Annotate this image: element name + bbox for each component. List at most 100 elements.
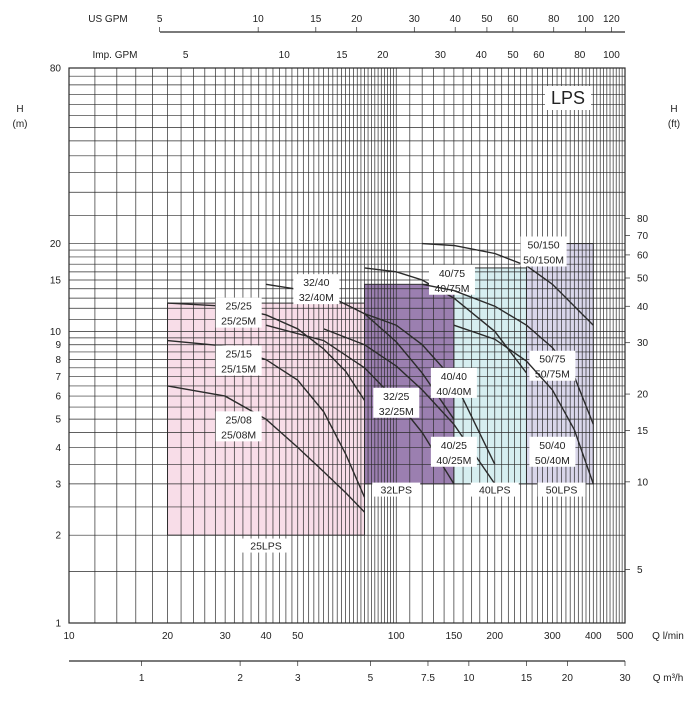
x-m3h-tick: 15 [521,673,533,684]
curve-label-50-150: 50/150 [528,239,560,251]
y-left-tick: 20 [50,239,62,250]
y-right-tick: 40 [637,302,649,313]
lps-badge-bg [545,86,591,110]
us-gpm-tick: 30 [409,14,421,25]
imp-gpm-tick: 20 [377,50,389,61]
us-gpm-tick: 60 [507,14,519,25]
imp-gpm-tick: 40 [476,50,488,61]
curve-40-40 [364,313,496,465]
imp-gpm-tick: 15 [336,50,348,61]
x-lmin-tick: 300 [544,631,561,642]
x-m3h-tick: 2 [237,673,243,684]
curve-label-bg [215,297,262,328]
curve-label-25-15m: 25/15M [221,364,256,376]
curve-label-25-25m: 25/25M [221,316,256,328]
us-gpm-tick: 20 [351,14,363,25]
region-label-bg [372,482,421,497]
lps-badge: LPS [551,88,585,108]
curve-label-32-40m: 32/40M [299,292,334,304]
curve-label-40-75m: 40/75M [434,283,469,295]
imp-gpm-tick: 30 [435,50,447,61]
x-lmin-label: Q l/min [652,631,684,642]
curve-40-25 [323,328,496,485]
y-right-tick: 15 [637,426,649,437]
imp-gpm-tick: 80 [574,50,586,61]
y-right-tick: 5 [637,565,643,576]
region-label-bg [242,538,291,553]
curve-label-40-40m: 40/40M [436,386,471,398]
y-left-tick: 10 [50,327,62,338]
y-left-tick: 8 [55,355,61,366]
curve-label-25-25: 25/25 [226,301,252,313]
curve-label-25-08m: 25/08M [221,429,256,441]
x-m3h-tick: 3 [295,673,301,684]
region-label-bg [537,482,586,497]
y-left-tick: 5 [55,415,61,426]
curve-label-50-150m: 50/150M [523,254,564,266]
curve-label-bg [293,274,340,305]
curve-label-bg [520,236,567,267]
curve-50-40 [453,324,594,485]
y-left-unit: (m) [13,119,28,130]
region-label-bg [470,482,519,497]
curve-label-32-25: 32/25 [383,391,409,403]
y-left-tick: 9 [55,340,61,351]
x-lmin-tick: 100 [388,631,405,642]
curve-32-25 [265,324,455,485]
y-left-tick: 6 [55,392,61,403]
y-right-tick: 60 [637,250,649,261]
y-right-tick: 20 [637,390,649,401]
curve-label-40-25m: 40/25M [436,455,471,467]
plot-frame [68,67,626,624]
x-lmin-tick: 400 [585,631,602,642]
curve-25-08 [167,385,366,513]
y-left-tick: 1 [55,619,61,630]
us-gpm-tick: 120 [603,14,620,25]
x-m3h-tick: 7.5 [421,673,435,684]
curve-label-50-75: 50/75 [539,354,565,366]
us-gpm-label: US GPM [88,14,127,25]
y-left-tick: 3 [55,479,61,490]
x-lmin-tick: 150 [446,631,463,642]
us-gpm-tick: 100 [577,14,594,25]
curve-label-50-40: 50/40 [539,440,565,452]
curve-label-40-75: 40/75 [439,268,465,280]
x-m3h-label: Q m³/h [653,673,684,684]
imp-gpm-tick: 10 [279,50,291,61]
y-left-tick: 2 [55,531,61,542]
y-right-tick: 80 [637,214,649,225]
curve-label-50-75m: 50/75M [535,369,570,381]
region-label-50lps: 50LPS [546,485,578,497]
us-gpm-tick: 5 [157,14,163,25]
region-label-25lps: 25LPS [250,541,282,553]
x-m3h-tick: 1 [139,673,145,684]
us-gpm-tick: 10 [253,14,265,25]
x-lmin-tick: 200 [486,631,503,642]
y-right-tick: 30 [637,338,649,349]
us-gpm-tick: 50 [481,14,493,25]
y-left-tick: 7 [55,372,61,383]
y-left-tick: 80 [50,64,62,75]
curve-label-25-15: 25/15 [226,349,252,361]
x-lmin-tick: 10 [63,631,75,642]
y-left-tick: 4 [55,443,61,454]
x-lmin-tick: 50 [292,631,304,642]
y-left-tick: 15 [50,276,62,287]
y-right-tick: 10 [637,477,649,488]
imp-gpm-tick: 100 [603,50,620,61]
curve-label-32-40: 32/40 [303,277,329,289]
y-right-label: H [670,104,677,115]
imp-gpm-label: Imp. GPM [92,50,137,61]
curve-label-bg [430,436,477,467]
imp-gpm-tick: 5 [183,50,189,61]
imp-gpm-tick: 50 [507,50,519,61]
us-gpm-tick: 80 [548,14,560,25]
imp-gpm-tick: 60 [533,50,545,61]
curve-label-40-40: 40/40 [441,371,467,383]
x-m3h-tick: 30 [619,673,631,684]
curve-label-25-08: 25/08 [226,414,252,426]
x-lmin-tick: 500 [617,631,634,642]
x-lmin-tick: 40 [260,631,272,642]
